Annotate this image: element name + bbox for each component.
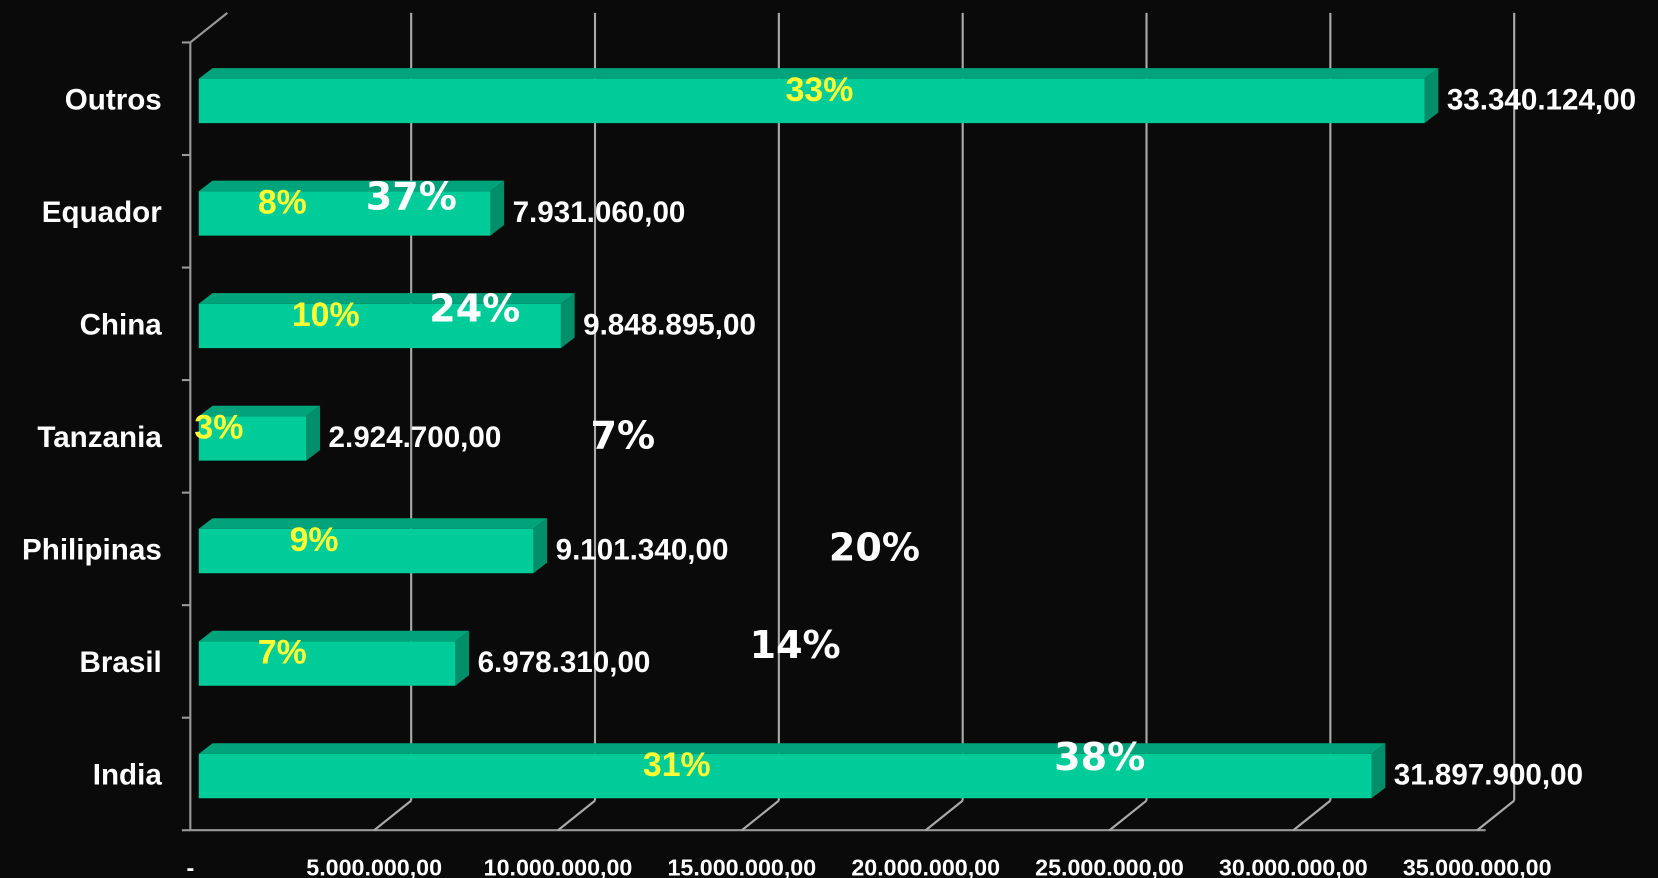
bar-front (198, 528, 534, 574)
grid-floor (925, 799, 964, 832)
bar-front (198, 641, 456, 686)
share-label: 7% (258, 634, 307, 672)
bar (198, 293, 575, 349)
share-label: 10% (292, 296, 360, 334)
bar-top (198, 180, 505, 192)
bar (198, 743, 1386, 799)
category-label: India (93, 759, 163, 792)
share-label: 33% (786, 71, 854, 109)
annotation: 7% (591, 414, 656, 458)
grid-floor (1108, 799, 1148, 832)
value-label: 7.931.060,00 (513, 196, 686, 229)
bar-front (198, 191, 491, 236)
category-label: Philipinas (22, 533, 162, 566)
bar-top (198, 68, 1439, 79)
x-tick-label: 25.000.000,00 (1035, 855, 1184, 878)
grid-floor (557, 799, 596, 832)
bar (198, 68, 1439, 124)
value-label: 33.340.124,00 (1447, 83, 1636, 116)
grid-floor (741, 799, 780, 832)
bar-side (560, 293, 575, 349)
bar-top (198, 518, 548, 529)
category-label: Outros (65, 83, 162, 116)
value-label: 9.848.895,00 (583, 308, 756, 341)
annotation: 14% (750, 623, 841, 667)
category-label: Brasil (80, 646, 162, 679)
bar-side (455, 630, 470, 686)
bar-side (490, 180, 505, 236)
bar-front (198, 753, 1372, 799)
x-tick-label: 10.000.000,00 (484, 855, 633, 878)
bar-top (198, 630, 470, 642)
category-label: China (80, 308, 163, 341)
x-tick-label: 35.000.000,00 (1403, 855, 1552, 878)
annotation: 24% (429, 287, 520, 331)
category-label: Equador (42, 196, 163, 229)
share-label: 8% (258, 183, 307, 221)
annotation: 38% (1054, 735, 1145, 779)
x-tick-label: - (186, 855, 194, 878)
bar-front (198, 303, 561, 349)
value-label: 2.924.700,00 (329, 421, 502, 454)
bar-side (306, 405, 321, 461)
bar-top (198, 405, 321, 417)
annotation: 37% (366, 175, 457, 219)
x-tick-label: 15.000.000,00 (667, 855, 816, 878)
bar-top (198, 293, 575, 304)
bar (198, 630, 470, 686)
share-label: 9% (290, 521, 339, 559)
bar-front (198, 78, 1425, 124)
x-tick-label: 5.000.000,00 (306, 855, 442, 878)
share-label: 3% (194, 408, 243, 446)
x-tick-label: 20.000.000,00 (851, 855, 1000, 878)
value-label: 31.897.900,00 (1394, 759, 1583, 792)
bar (198, 405, 321, 461)
bar-side (533, 518, 548, 574)
value-label: 6.978.310,00 (478, 646, 651, 679)
bar-side (1424, 68, 1439, 124)
bar-top (198, 743, 1386, 754)
bar-side (1371, 743, 1386, 799)
bar (198, 180, 505, 236)
grid-floor (373, 799, 412, 832)
bar (198, 518, 548, 574)
bar-front (198, 416, 307, 461)
annotation: 20% (829, 526, 920, 570)
left-wall-top (189, 12, 229, 44)
x-tick-label: 30.000.000,00 (1219, 855, 1368, 878)
category-label: Tanzania (37, 421, 162, 454)
share-label: 31% (643, 746, 711, 784)
grid-floor (1292, 799, 1332, 832)
value-label: 9.101.340,00 (556, 533, 729, 566)
grid-floor (1476, 799, 1515, 832)
